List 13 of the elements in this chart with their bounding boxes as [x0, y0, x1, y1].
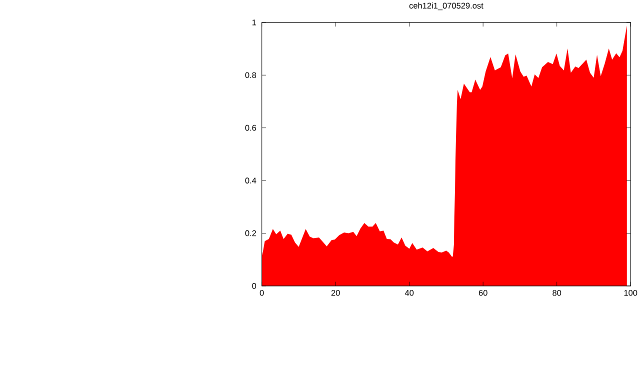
x-tick-label: 100	[624, 290, 638, 296]
x-tick-label: 0	[260, 290, 264, 296]
y-tick-label: 0.8	[245, 72, 256, 78]
chart-title: ceh12i1_070529.ost	[409, 2, 484, 10]
x-tick-label: 20	[331, 290, 340, 296]
y-tick-label: 1	[252, 19, 256, 26]
y-tick-label: 0.2	[245, 230, 256, 236]
y-tick-label: 0	[252, 282, 256, 289]
y-tick-label: 0.6	[245, 124, 256, 131]
y-tick-label: 0.4	[245, 177, 256, 184]
x-tick-label: 80	[552, 290, 562, 296]
x-tick-label: 60	[478, 290, 488, 296]
x-tick-label: 40	[404, 290, 414, 296]
